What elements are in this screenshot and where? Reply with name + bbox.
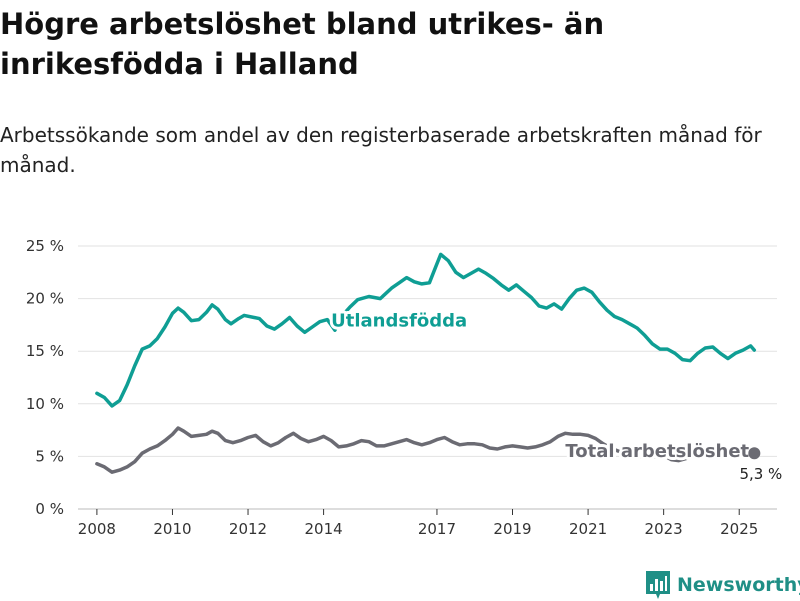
series-line-utlandsfodda bbox=[95, 252, 757, 408]
label-layer: Utlandsfödda Total arbetslöshet 5,3 % bbox=[328, 308, 782, 484]
chart-subtitle: Arbetssökande som andel av den registerb… bbox=[0, 123, 762, 177]
chart-title: Högre arbetslöshet bland utrikes- än inr… bbox=[0, 7, 605, 81]
series-layer bbox=[95, 252, 757, 474]
x-tick-label: 2019 bbox=[493, 520, 531, 538]
x-tick-label: 2014 bbox=[305, 520, 343, 538]
axis-layer: 0 % 5 % 10 % 15 % 20 % 25 % 2008 2010 2012 2014 20… bbox=[26, 237, 758, 538]
x-tick-label: 2008 bbox=[78, 520, 116, 538]
y-tick-label: 20 % bbox=[26, 290, 64, 308]
end-point-marker bbox=[748, 447, 761, 460]
bar-chart-logo-icon bbox=[646, 571, 670, 599]
y-tick-label: 10 % bbox=[26, 395, 64, 413]
end-value-label: 5,3 % bbox=[739, 465, 782, 483]
x-tick-label: 2012 bbox=[229, 520, 267, 538]
newsworthy-brand[interactable]: Newsworthy bbox=[645, 569, 800, 601]
x-tick-label: 2025 bbox=[720, 520, 758, 538]
y-tick-label: 0 % bbox=[35, 500, 64, 518]
x-tick-label: 2017 bbox=[418, 520, 456, 538]
x-tick-label: 2010 bbox=[153, 520, 191, 538]
x-tick-label: 2023 bbox=[645, 520, 683, 538]
grid-layer bbox=[78, 245, 777, 510]
series-label-total: Total arbetslöshet bbox=[565, 441, 749, 462]
series-line-total bbox=[95, 426, 757, 474]
brand-name: Newsworthy bbox=[677, 574, 800, 596]
y-tick-label: 5 % bbox=[35, 447, 64, 465]
y-tick-label: 25 % bbox=[26, 237, 64, 255]
y-tick-label: 15 % bbox=[26, 342, 64, 360]
series-label-utlandsfodda: Utlandsfödda bbox=[331, 311, 467, 332]
x-tick-label: 2021 bbox=[569, 520, 607, 538]
